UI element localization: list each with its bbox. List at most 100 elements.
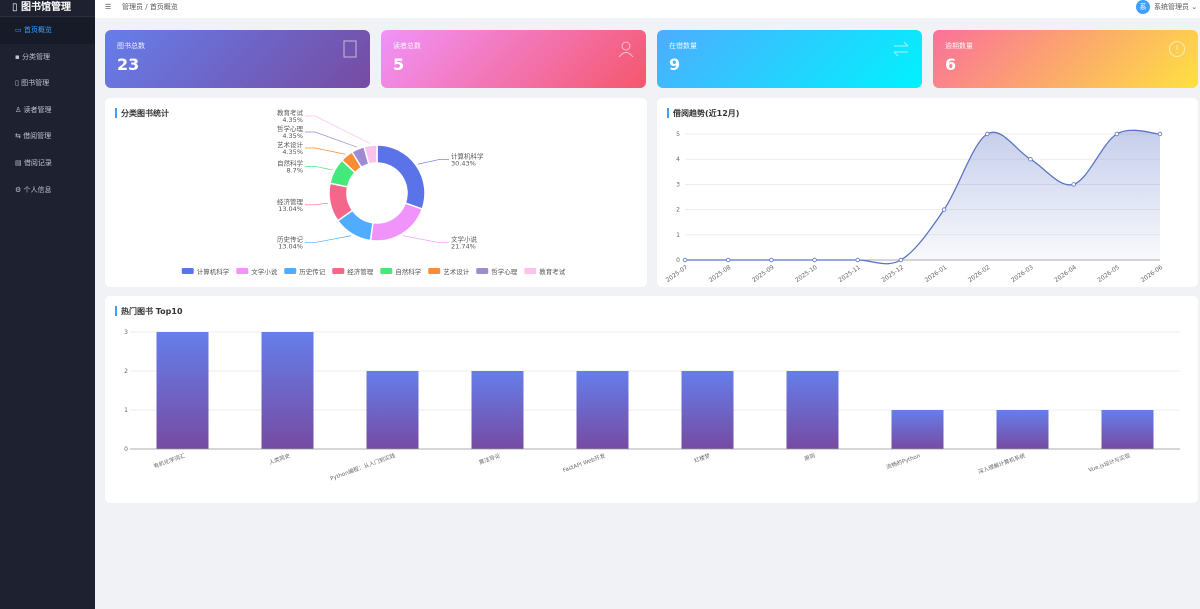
point	[812, 257, 817, 263]
x-tick-label: 2026-02	[967, 264, 992, 284]
slice-value: 8.7%	[286, 166, 303, 174]
y-tick-label: 2	[676, 207, 680, 214]
breadcrumb-item[interactable]: 管理员	[122, 3, 143, 11]
label-line	[305, 131, 358, 148]
x-tick-label: 2026-04	[1053, 264, 1078, 284]
legend-label: 历史传记	[299, 267, 326, 276]
card-value: 23	[117, 55, 140, 74]
menu: ▭ 首页概览 ▪ 分类管理 ▯ 图书管理 ♙ 读者管理 ⇆ 借阅管理 ▤ 借阅记…	[0, 17, 95, 203]
card-icon	[1169, 41, 1185, 57]
breadcrumb: 管理员 / 首页概览	[122, 3, 178, 11]
x-tick-label: 2025-07	[665, 264, 690, 284]
stat-card: 图书总数 23	[105, 30, 370, 88]
x-tick-label: 人类简史	[268, 451, 292, 466]
legend-swatch	[332, 268, 345, 274]
title-bar	[115, 306, 117, 316]
menu-item[interactable]: ⚙ 个人信息	[15, 185, 52, 194]
menu-label: 分类管理	[21, 52, 50, 61]
title-bar	[115, 108, 117, 118]
y-tick-label: 0	[676, 257, 680, 264]
menu-label: 个人信息	[23, 185, 52, 194]
pie-chart: 分类图书统计计算机科学30.43%文学小说21.74%历史传记13.04%经济管…	[115, 108, 566, 276]
logo: ▯ 图书馆管理	[0, 0, 95, 17]
point	[855, 257, 860, 263]
bar	[576, 371, 629, 449]
user-label: 系统管理员	[1154, 3, 1189, 11]
title-bar	[667, 108, 669, 118]
y-tick-label: 1	[676, 232, 680, 239]
legend-label: 艺术设计	[443, 267, 470, 276]
legend-label: 经济管理	[347, 267, 374, 276]
stat-card: 在借数量 9	[657, 30, 922, 88]
card-label: 在借数量	[669, 42, 697, 50]
slice-label: 教育考试	[277, 108, 304, 117]
menu-label: 读者管理	[23, 105, 52, 114]
card-value: 9	[669, 55, 681, 74]
slice-value: 21.74%	[451, 243, 476, 251]
slice-value: 4.35%	[282, 132, 303, 140]
menu-label: 图书管理	[21, 79, 50, 88]
x-tick-label: 2026-06	[1140, 264, 1165, 284]
stat-card: 读者总数 5	[381, 30, 646, 88]
card-value: 5	[393, 55, 405, 74]
pie-slice	[376, 144, 426, 211]
menu-item[interactable]: ♙ 读者管理	[15, 105, 52, 114]
x-tick-label: Python编程：从入门到实践	[329, 451, 397, 482]
menu-item[interactable]: ▪ 分类管理	[15, 52, 50, 61]
card-label: 图书总数	[117, 42, 145, 50]
label-line	[305, 235, 352, 243]
menu-toggle[interactable]: ☰	[105, 3, 112, 11]
legend-label: 哲学心理	[491, 267, 518, 276]
point	[1071, 182, 1076, 187]
slice-label: 计算机科学	[451, 152, 484, 161]
legend-label: 计算机科学	[197, 267, 230, 276]
menu-label: 借阅记录	[23, 158, 52, 167]
x-tick-label: 流畅的Python	[885, 451, 922, 471]
card-icon	[618, 41, 634, 58]
label-line	[305, 202, 329, 206]
x-tick-label: 原则	[803, 451, 816, 462]
point	[682, 257, 688, 263]
bar	[786, 371, 839, 449]
label-line	[417, 159, 449, 165]
menu-item[interactable]: ▤ 借阅记录	[15, 158, 52, 167]
legend-label: 教育考试	[539, 267, 566, 276]
card-icon	[343, 40, 357, 58]
x-tick-label: 2025-09	[751, 264, 776, 284]
x-tick-label: 2025-11	[837, 264, 862, 284]
slice-value: 13.04%	[278, 205, 303, 213]
bar	[1101, 410, 1154, 449]
card-icon	[893, 41, 909, 57]
slice-value: 30.43%	[451, 160, 476, 168]
x-tick-label: 2025-10	[794, 264, 819, 284]
area	[685, 130, 1160, 264]
x-tick-label: 2025-12	[880, 264, 905, 284]
card-label: 读者总数	[393, 42, 421, 50]
menu-item[interactable]: ⇆ 借阅管理	[15, 132, 52, 141]
stat-card: 逾期数量 6	[933, 30, 1198, 88]
point	[941, 207, 947, 212]
point	[769, 257, 774, 263]
panel: 借阅趋势(近12月) 0 1 2 3 4 5 2025-07 2025-08 2025-09 202…	[657, 98, 1198, 287]
menu-label: 首页概览	[23, 26, 52, 34]
menu-item[interactable]: ▯ 图书管理	[15, 79, 50, 88]
x-tick-label: 2026-01	[924, 264, 949, 284]
x-tick-label: 红楼梦	[693, 451, 712, 464]
legend-swatch	[476, 268, 489, 274]
label-line	[305, 147, 346, 155]
menu-item[interactable]: ▭ 首页概览	[0, 17, 95, 44]
slice-label: 自然科学	[277, 158, 304, 167]
x-tick-label: 深入理解计算机系统	[977, 451, 1027, 476]
card-label: 逾期数量	[945, 42, 973, 50]
slice-value: 4.35%	[282, 148, 303, 156]
point	[725, 257, 731, 263]
breadcrumb-item: 首页概览	[149, 3, 178, 11]
slice-label: 艺术设计	[277, 140, 304, 149]
x-tick-label: 有机化学词汇	[152, 451, 186, 470]
avatar[interactable]: 系	[1136, 0, 1150, 14]
logo-title: 图书馆管理	[20, 2, 71, 13]
user-name[interactable]: 系统管理员 ⌄	[1154, 3, 1198, 11]
legend-swatch	[181, 268, 194, 274]
point	[1028, 157, 1033, 162]
